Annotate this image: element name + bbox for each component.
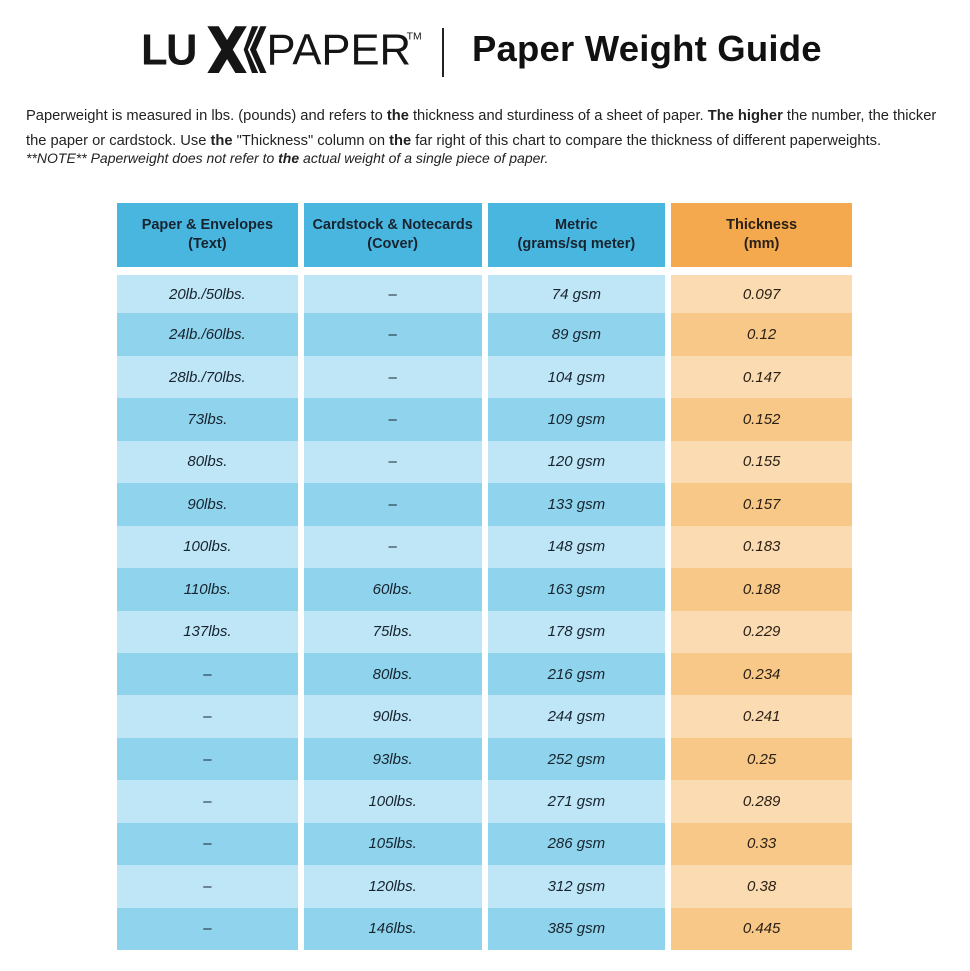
svg-text:TM: TM: [407, 32, 422, 43]
svg-text:PAPER: PAPER: [267, 27, 412, 75]
svg-text:LU: LU: [141, 27, 196, 75]
